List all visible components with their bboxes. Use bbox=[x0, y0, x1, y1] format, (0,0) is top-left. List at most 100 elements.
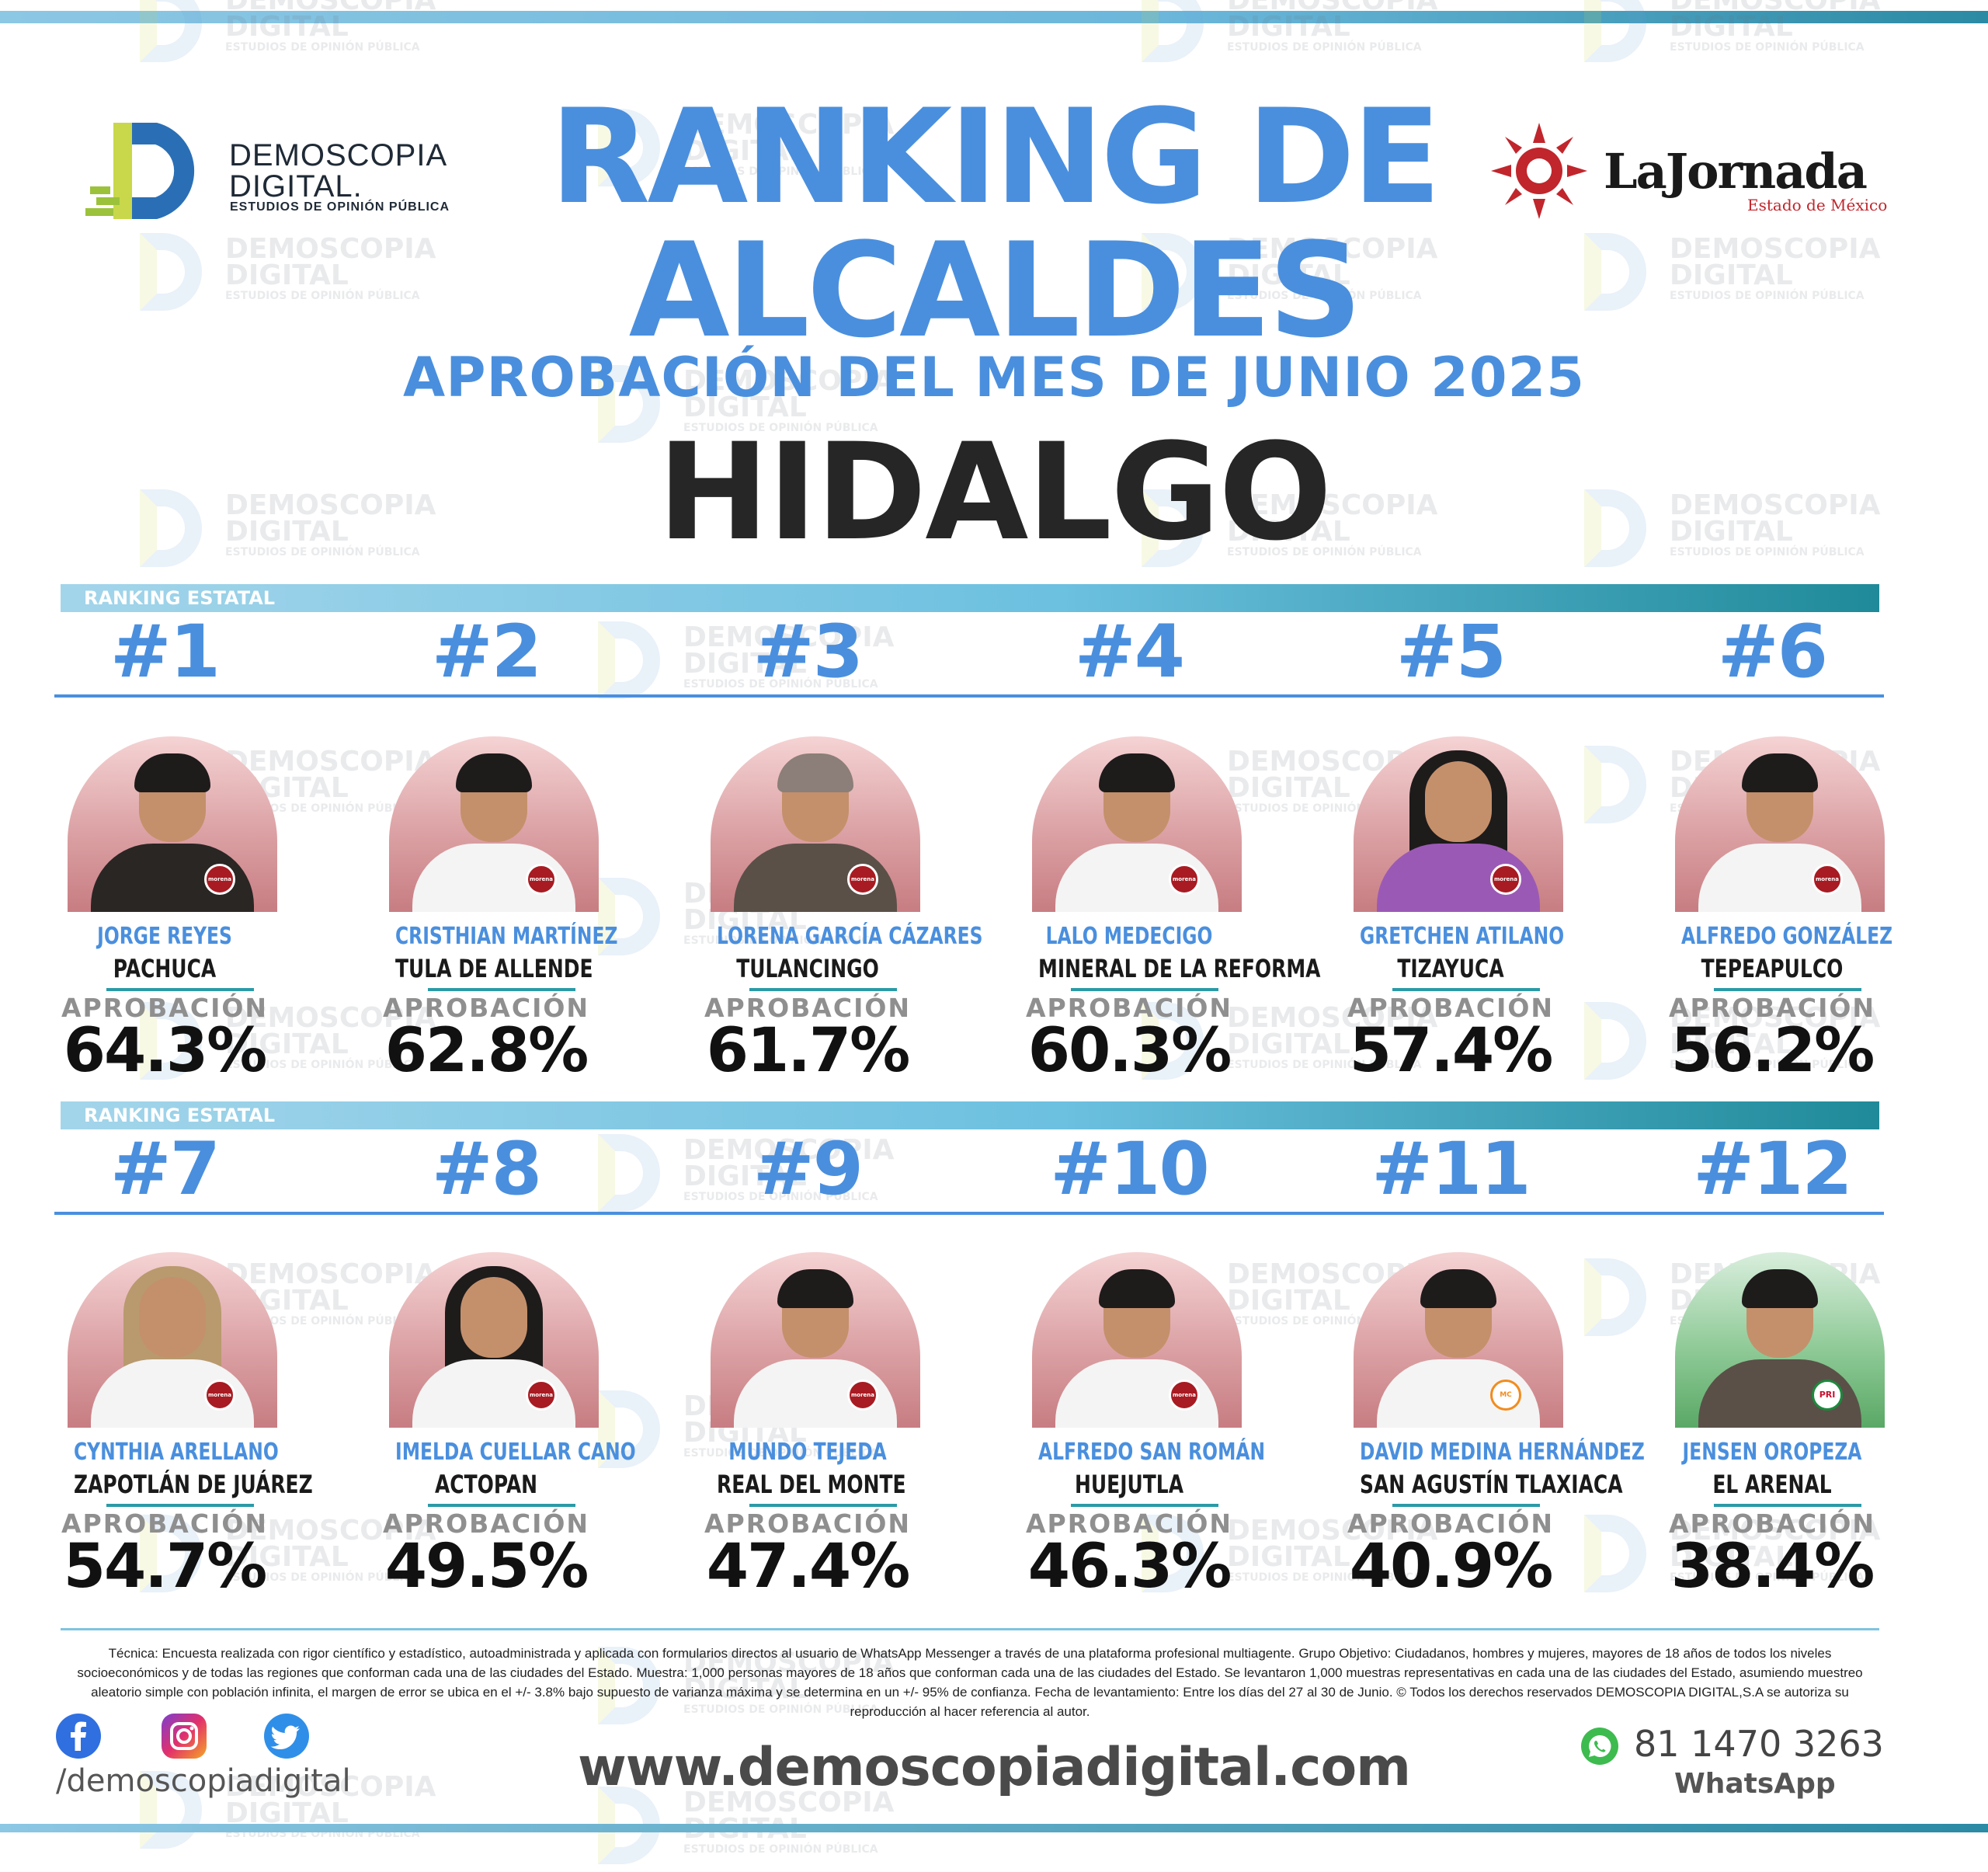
mayor-name: GRETCHEN ATILANO bbox=[1360, 923, 1565, 950]
hair-shape bbox=[777, 1269, 853, 1308]
hair-shape bbox=[1742, 753, 1818, 792]
card-divider bbox=[1071, 1504, 1218, 1507]
watermark-line2: DIGITAL bbox=[225, 11, 349, 43]
mayor-photo: morena bbox=[389, 1252, 599, 1428]
approval-value: 57.4% bbox=[1349, 1016, 1554, 1086]
approval-label: APROBACIÓN bbox=[1347, 1508, 1555, 1539]
ranking-band-2: RANKING ESTATAL bbox=[61, 1101, 1879, 1129]
ranking-band-label: RANKING ESTATAL bbox=[84, 587, 276, 609]
website-link[interactable]: www.demoscopiadigital.com bbox=[577, 1737, 1411, 1798]
mayor-card: morena LALO MEDECIGO MINERAL DE LA REFORMA… bbox=[1013, 736, 1320, 1109]
watermark-line3: ESTUDIOS DE OPINIÓN PÚBLICA bbox=[683, 1191, 878, 1203]
demoscopia-name-line1: DEMOSCOPIA bbox=[229, 138, 448, 172]
watermark-d-mark bbox=[1584, 1515, 1646, 1592]
party-badge-icon: morena bbox=[204, 1380, 235, 1411]
watermark-line3: ESTUDIOS DE OPINIÓN PÚBLICA bbox=[1227, 41, 1422, 54]
mayor-city: PACHUCA bbox=[113, 954, 217, 983]
social-handle[interactable]: /demoscopiadigital bbox=[56, 1763, 351, 1799]
watermark-line3: ESTUDIOS DE OPINIÓN PÚBLICA bbox=[683, 1447, 878, 1460]
face-shape bbox=[139, 1277, 206, 1358]
card-divider bbox=[749, 1504, 897, 1507]
watermark-line1: DEMOSCOPIA bbox=[225, 1771, 436, 1803]
state-title: HIDALGO bbox=[657, 414, 1333, 570]
subtitle: APROBACIÓN DEL MES DE JUNIO 2025 bbox=[403, 346, 1585, 409]
whatsapp-icon[interactable] bbox=[1581, 1728, 1618, 1765]
party-badge-icon: morena bbox=[526, 1380, 557, 1411]
watermark-line3: ESTUDIOS DE OPINIÓN PÚBLICA bbox=[225, 1571, 420, 1584]
facebook-icon[interactable] bbox=[56, 1714, 101, 1759]
instagram-icon[interactable] bbox=[162, 1714, 207, 1759]
mayor-city: REAL DEL MONTE bbox=[717, 1470, 906, 1499]
watermark-d-mark bbox=[1584, 746, 1646, 823]
watermark-line2: DIGITAL bbox=[225, 1797, 349, 1829]
mayor-city: TIZAYUCA bbox=[1397, 954, 1504, 983]
watermark-d-mark bbox=[1584, 1258, 1646, 1336]
watermark-line2: DIGITAL bbox=[1227, 516, 1350, 548]
approval-label: APROBACIÓN bbox=[1347, 993, 1555, 1023]
watermark-line3: ESTUDIOS DE OPINIÓN PÚBLICA bbox=[683, 678, 878, 691]
mayor-card: morena LORENA GARCÍA CÁZARES TULANCINGO APR… bbox=[691, 736, 983, 1109]
mayor-city: TEPEAPULCO bbox=[1701, 954, 1844, 983]
watermark-line3: ESTUDIOS DE OPINIÓN PÚBLICA bbox=[683, 422, 878, 434]
watermark-line1: DEMOSCOPIA bbox=[1670, 0, 1881, 16]
phone-number[interactable]: 81 1470 3263 bbox=[1634, 1723, 1884, 1765]
mayor-city: HUEJUTLA bbox=[1074, 1470, 1184, 1499]
watermark-line1: DEMOSCOPIA bbox=[1227, 1515, 1438, 1547]
watermark-line2: DIGITAL bbox=[1227, 11, 1350, 43]
party-badge-icon: morena bbox=[204, 864, 235, 895]
hair-shape bbox=[1742, 1269, 1818, 1308]
watermark-line2: DIGITAL bbox=[1227, 1285, 1350, 1317]
watermark-line1: DEMOSCOPIA bbox=[225, 489, 436, 521]
watermark-line3: ESTUDIOS DE OPINIÓN PÚBLICA bbox=[683, 165, 878, 178]
watermark-line2: DIGITAL bbox=[225, 516, 349, 548]
hair-shape bbox=[777, 753, 853, 792]
mayor-name: JORGE REYES bbox=[97, 923, 232, 950]
watermark-line3: ESTUDIOS DE OPINIÓN PÚBLICA bbox=[683, 1843, 878, 1856]
mayor-photo: morena bbox=[1032, 736, 1242, 912]
mayor-card: morena CRISTHIAN MARTÍNEZ TULA DE ALLENDE A… bbox=[370, 736, 617, 1109]
watermark-line1: DEMOSCOPIA bbox=[683, 1647, 895, 1679]
ranking-band-1: RANKING ESTATAL bbox=[61, 584, 1879, 612]
party-badge-icon: morena bbox=[526, 864, 557, 895]
approval-label: APROBACIÓN bbox=[704, 1508, 912, 1539]
watermark-d-mark bbox=[1584, 1002, 1646, 1080]
hair-shape bbox=[1099, 1269, 1175, 1308]
card-divider bbox=[106, 1504, 254, 1507]
hair-shape bbox=[456, 753, 532, 792]
rank-number: #3 bbox=[752, 610, 864, 694]
bottom-accent-bar bbox=[0, 1824, 1988, 1832]
approval-value: 46.3% bbox=[1027, 1532, 1232, 1602]
mayor-card: morena ALFREDO SAN ROMÁN HUEJUTLA APROBACIÓ… bbox=[1013, 1252, 1265, 1625]
watermark-line3: ESTUDIOS DE OPINIÓN PÚBLICA bbox=[683, 1703, 878, 1716]
mayor-name: LALO MEDECIGO bbox=[1045, 923, 1213, 950]
watermark-line2: DIGITAL bbox=[225, 1541, 349, 1573]
watermark-line1: DEMOSCOPIA bbox=[683, 1134, 895, 1166]
watermark-line2: DIGITAL bbox=[1670, 516, 1793, 548]
watermark-line3: ESTUDIOS DE OPINIÓN PÚBLICA bbox=[683, 934, 878, 947]
rank-number: #1 bbox=[109, 610, 221, 694]
demoscopia-logo: DEMOSCOPIA DIGITAL. ESTUDIOS DE OPINIÓN … bbox=[78, 117, 481, 225]
rank-number: #2 bbox=[431, 610, 542, 694]
watermark-line1: DEMOSCOPIA bbox=[1227, 1002, 1438, 1034]
twitter-icon[interactable] bbox=[264, 1714, 309, 1759]
title-line2: ALCALDES bbox=[628, 214, 1363, 367]
watermark-line3: ESTUDIOS DE OPINIÓN PÚBLICA bbox=[225, 1315, 420, 1327]
rank-number: #6 bbox=[1717, 610, 1828, 694]
rank-divider-1 bbox=[54, 694, 1884, 698]
